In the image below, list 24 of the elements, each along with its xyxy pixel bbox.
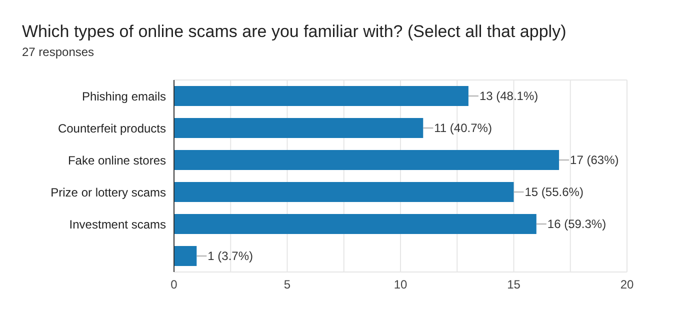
- text: 27 responses: [22, 45, 94, 59]
- bar: [174, 118, 424, 138]
- bar: [174, 182, 514, 202]
- data-label: 15 (55.6%): [524, 185, 584, 200]
- chart-title: Which types of online scams are you familiar with? (Select all that apply): [22, 22, 566, 42]
- bar: [174, 214, 536, 234]
- bar: [174, 150, 560, 170]
- bar: [174, 86, 468, 106]
- y-tick-label: Phishing emails: [82, 89, 166, 104]
- bar: [174, 246, 197, 266]
- x-tick-label: 10: [394, 278, 408, 292]
- x-tick-label: 20: [620, 278, 634, 292]
- data-label: 13 (48.1%): [479, 89, 538, 104]
- x-tick-label: 5: [284, 278, 291, 292]
- x-tick-label: 0: [170, 278, 178, 292]
- data-label: 16 (59.3%): [547, 217, 606, 232]
- data-label: 17 (63%): [570, 153, 619, 168]
- x-tick-label: 15: [507, 278, 521, 292]
- y-tick-label: Investment scams: [69, 217, 166, 232]
- y-tick-label: Fake online stores: [68, 153, 166, 168]
- data-label: 11 (40.7%): [434, 121, 492, 136]
- y-tick-label: Prize or lottery scams: [50, 185, 166, 200]
- y-tick-label: Counterfeit products: [58, 121, 166, 136]
- data-label: 1 (3.7%): [208, 249, 254, 264]
